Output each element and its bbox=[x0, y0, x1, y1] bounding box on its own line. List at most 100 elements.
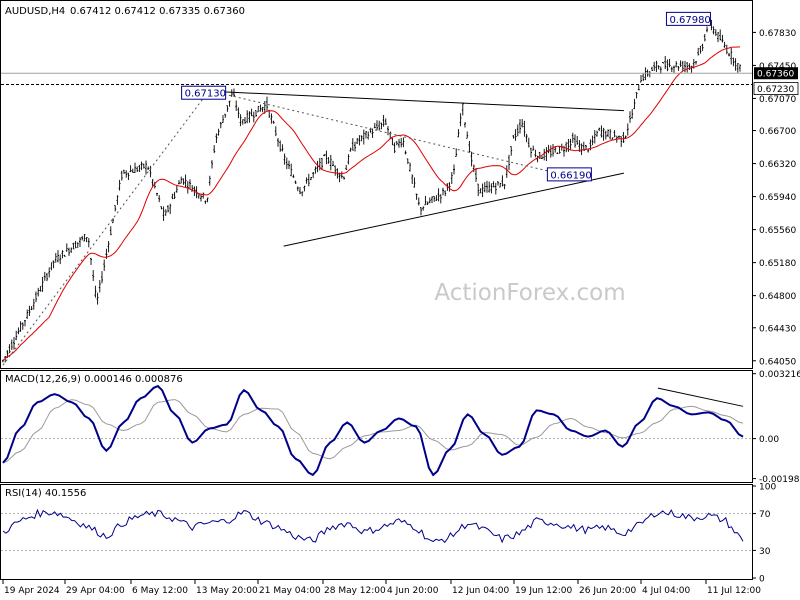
ohlc-bar bbox=[384, 118, 387, 125]
ohlc-bar bbox=[481, 183, 484, 198]
ohlc-bar bbox=[532, 145, 535, 151]
ohlc-bar bbox=[180, 176, 183, 184]
ohlc-bar bbox=[400, 137, 403, 148]
price-annotation: 0.67130 bbox=[181, 85, 227, 100]
ohlc-bar bbox=[479, 188, 482, 194]
ohlc-bar bbox=[299, 187, 301, 195]
ohlc-bar bbox=[426, 201, 429, 205]
rsi-panel: 100 70 30 0 bbox=[1, 483, 776, 585]
ohlc-bar bbox=[433, 195, 436, 202]
ohlc-bar bbox=[541, 156, 543, 159]
ohlc-bar bbox=[208, 175, 211, 186]
ohlc-bar bbox=[347, 154, 350, 165]
time-tick-label: 29 Apr 04:00 bbox=[66, 586, 125, 596]
ohlc-bar bbox=[686, 62, 689, 73]
ohlc-bar bbox=[356, 138, 359, 145]
time-tick-label: 13 May 20:00 bbox=[196, 586, 258, 596]
ohlc-bar bbox=[431, 196, 433, 204]
ohlc-bar bbox=[252, 111, 255, 123]
ohlc-bar bbox=[723, 41, 726, 48]
ohlc-bar bbox=[631, 109, 634, 119]
ohlc-bar bbox=[272, 120, 275, 124]
price-annotation-label: 0.66190 bbox=[550, 170, 591, 181]
watermark: ActionForex.com bbox=[434, 280, 625, 306]
ohlc-bar bbox=[61, 250, 64, 259]
ohlc-bar bbox=[263, 100, 266, 114]
ohlc-bar bbox=[213, 145, 216, 154]
ohlc-bar bbox=[145, 160, 147, 175]
ohlc-bar bbox=[387, 125, 389, 136]
ohlc-bar bbox=[158, 195, 161, 203]
ohlc-bar bbox=[228, 100, 231, 107]
ohlc-bar bbox=[461, 102, 464, 116]
price-annotation-label: 0.67980 bbox=[669, 15, 710, 26]
ohlc-bar bbox=[151, 179, 154, 187]
ohlc-bar bbox=[653, 61, 656, 71]
ohlc-bar bbox=[593, 130, 596, 144]
ohlc-bar bbox=[494, 182, 497, 195]
current-price-tag-label: 0.67360 bbox=[757, 70, 794, 80]
ohlc-bar bbox=[635, 92, 638, 99]
ohlc-bar bbox=[21, 322, 24, 330]
ohlc-bar bbox=[538, 151, 541, 159]
price-panel: 0.67830 0.67450 0.67070 0.66700 0.66320 0.659… bbox=[1, 11, 799, 367]
ohlc-bar bbox=[162, 206, 165, 221]
ohlc-bar bbox=[717, 32, 719, 43]
ohlc-bar bbox=[668, 58, 671, 68]
ohlc-bar bbox=[677, 66, 680, 71]
ohlc-bar bbox=[123, 169, 125, 174]
ohlc-bar bbox=[109, 226, 112, 236]
ohlc-bar bbox=[411, 174, 414, 184]
ohlc-bar bbox=[701, 43, 704, 51]
price-panel-border bbox=[0, 0, 753, 369]
ohlc-bar bbox=[483, 182, 486, 193]
ohlc-bar bbox=[32, 298, 35, 310]
price-tick-label: 0.64800 bbox=[759, 292, 796, 302]
ohlc-bar bbox=[435, 195, 438, 201]
ohlc-bar bbox=[695, 61, 697, 65]
macd-tick-label: 0.00 bbox=[759, 435, 779, 445]
ohlc-bar bbox=[314, 166, 317, 174]
price-tick-label: 0.65560 bbox=[759, 226, 796, 236]
ohlc-bar bbox=[406, 158, 409, 164]
ohlc-bar bbox=[217, 128, 220, 136]
ohlc-bar bbox=[549, 145, 552, 158]
ohlc-bar bbox=[728, 52, 730, 57]
ohlc-bar bbox=[697, 47, 700, 56]
ohlc-bar bbox=[719, 29, 722, 41]
ohlc-bar bbox=[63, 254, 66, 257]
trendline bbox=[2, 92, 208, 366]
time-tick-label: 26 Jun 20:00 bbox=[579, 586, 636, 596]
ohlc-bar bbox=[699, 45, 702, 54]
ohlc-bar bbox=[169, 203, 172, 215]
ohlc-bar bbox=[714, 29, 717, 36]
ohlc-bar bbox=[607, 129, 609, 137]
ohlc-bar bbox=[312, 171, 315, 179]
ohlc-bar bbox=[637, 84, 640, 91]
ohlc-bar bbox=[734, 58, 737, 71]
time-tick-label: 4 Jun 20:00 bbox=[387, 586, 439, 596]
ohlc-bar bbox=[74, 240, 77, 249]
ohlc-bar bbox=[565, 141, 568, 153]
price-tick-label: 0.66700 bbox=[759, 127, 796, 137]
ohlc-bar bbox=[325, 150, 328, 165]
ohlc-bar bbox=[367, 131, 370, 140]
ohlc-bar bbox=[648, 71, 651, 78]
ohlc-bar bbox=[4, 356, 7, 363]
ohlc-bar bbox=[303, 185, 306, 192]
ohlc-bar bbox=[571, 132, 574, 143]
ohlc-bar bbox=[142, 163, 145, 169]
ohlc-bar bbox=[365, 130, 367, 139]
ohlc-bar bbox=[620, 136, 623, 147]
ohlc-bar bbox=[510, 146, 513, 156]
ohlc-bar bbox=[409, 162, 411, 172]
ohlc-bar bbox=[362, 129, 365, 145]
ohlc-bar bbox=[505, 165, 508, 178]
ohlc-bar bbox=[651, 66, 653, 71]
ohlc-bar bbox=[98, 280, 101, 293]
ohlc-bar bbox=[48, 267, 51, 278]
time-tick-label: 19 Jun 12:00 bbox=[515, 586, 572, 596]
ohlc-bar bbox=[450, 172, 453, 184]
ohlc-bar bbox=[323, 153, 326, 157]
ohlc-bar bbox=[290, 163, 293, 177]
